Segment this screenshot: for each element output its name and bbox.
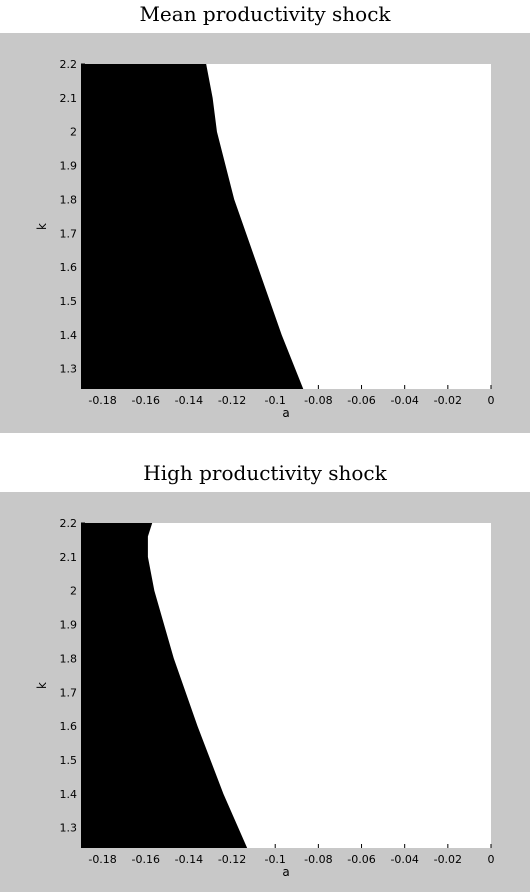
- y-tick-label: 1.6: [60, 261, 78, 274]
- figure-frame-high: -0.18 -0.16 -0.14 -0.12 -0.1 -0.08 -0.06 -0.04 -…: [0, 492, 530, 892]
- y-tick-label: 1.9: [60, 160, 78, 173]
- x-axis-label: a: [282, 406, 289, 420]
- x-tick-label: -0.04: [390, 853, 418, 866]
- y-axis-label: k: [35, 223, 49, 230]
- x-tick-label: -0.16: [132, 394, 160, 407]
- y-tick-label: 1.4: [60, 329, 78, 342]
- y-tick-label: 2.2: [60, 58, 78, 71]
- chart-title-mean: Mean productivity shock: [139, 2, 391, 26]
- y-tick-label: 1.7: [60, 227, 78, 240]
- x-tick-label: -0.02: [434, 853, 462, 866]
- x-tick-label: -0.14: [175, 853, 203, 866]
- chart-high-productivity: -0.18 -0.16 -0.14 -0.12 -0.1 -0.08 -0.06 -0.04 -…: [35, 517, 495, 879]
- y-tick-label: 1.6: [60, 720, 78, 733]
- y-tick-label: 2.1: [60, 551, 78, 564]
- x-tick-label: -0.1: [264, 394, 285, 407]
- y-axis-label: k: [35, 682, 49, 689]
- figure-frame-mean: -0.18 -0.16 -0.14 -0.12 -0.1 -0.08 -0.06 -0.04 -…: [0, 33, 530, 433]
- x-tick-label: -0.12: [218, 394, 246, 407]
- y-tick-label: 1.5: [60, 295, 78, 308]
- region-area: [81, 64, 304, 389]
- x-tick-label: -0.12: [218, 853, 246, 866]
- y-tick-label: 1.9: [60, 619, 78, 632]
- y-tick-label: 2: [70, 585, 77, 598]
- y-tick-label: 1.3: [60, 822, 78, 835]
- y-tick-label: 1.3: [60, 363, 78, 376]
- y-tick-label: 1.7: [60, 686, 78, 699]
- x-tick-label: -0.18: [88, 394, 116, 407]
- x-tick-label: -0.06: [347, 853, 375, 866]
- x-tick-label: -0.08: [304, 394, 332, 407]
- x-tick-label: -0.04: [390, 394, 418, 407]
- x-tick-label: -0.14: [175, 394, 203, 407]
- x-tick-label: 0: [488, 853, 495, 866]
- y-tick-label: 2.1: [60, 92, 78, 105]
- y-tick-label: 2.2: [60, 517, 78, 530]
- chart-mean-productivity: -0.18 -0.16 -0.14 -0.12 -0.1 -0.08 -0.06 -0.04 -…: [35, 58, 495, 420]
- x-tick-label: -0.1: [264, 853, 285, 866]
- y-tick-label: 1.4: [60, 788, 78, 801]
- y-tick-label: 1.8: [60, 652, 78, 665]
- y-tick-label: 1.8: [60, 193, 78, 206]
- y-tick-label: 1.5: [60, 754, 78, 767]
- x-tick-label: -0.16: [132, 853, 160, 866]
- x-tick-label: -0.06: [347, 394, 375, 407]
- y-tick-label: 2: [70, 126, 77, 139]
- x-tick-label: -0.18: [88, 853, 116, 866]
- chart-title-high: High productivity shock: [143, 461, 387, 485]
- x-tick-label: -0.08: [304, 853, 332, 866]
- x-tick-label: -0.02: [434, 394, 462, 407]
- region-area: [81, 523, 248, 848]
- x-axis-label: a: [282, 865, 289, 879]
- x-tick-label: 0: [488, 394, 495, 407]
